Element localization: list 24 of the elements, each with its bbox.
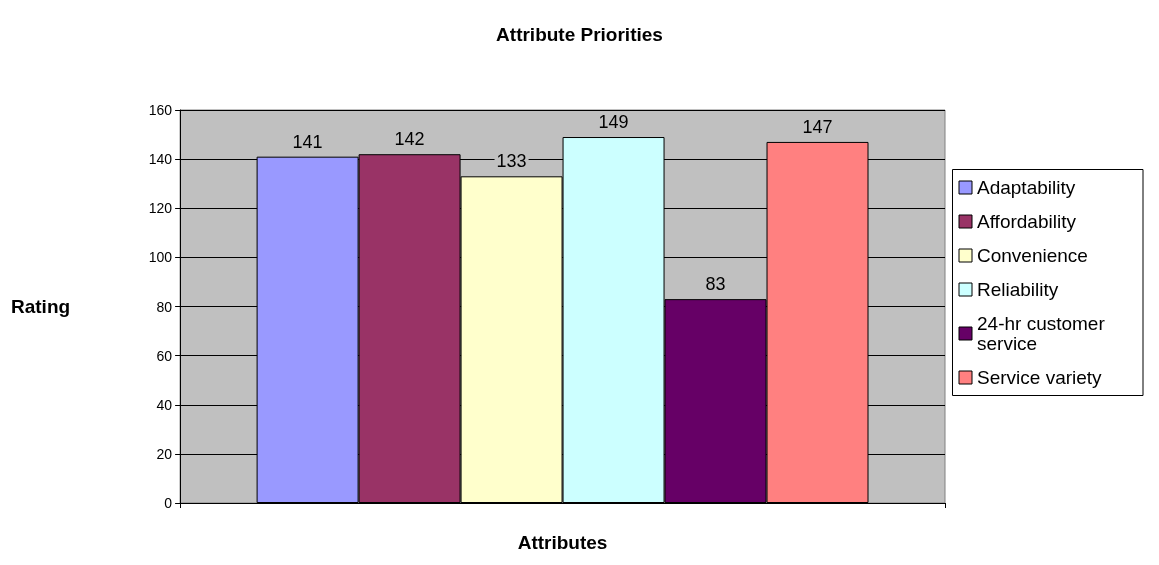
data-label: 147 (802, 116, 833, 137)
y-axis-title: Rating (11, 296, 71, 317)
legend-label: Affordability (977, 211, 1077, 232)
y-tick-label: 80 (156, 298, 173, 315)
x-axis-title: Attributes (517, 532, 608, 553)
legend-label: Adaptability (977, 177, 1076, 198)
y-tick-label: 40 (156, 396, 173, 413)
data-label: 141 (292, 131, 323, 152)
data-label: 149 (598, 112, 629, 133)
y-tick-label: 60 (156, 347, 173, 364)
y-tick-label: 0 (164, 495, 173, 511)
chart-title: Attribute Priorities (496, 24, 663, 45)
y-tick-label: 20 (156, 445, 173, 462)
y-tick-label: 160 (148, 102, 173, 118)
data-label: 133 (496, 151, 527, 172)
legend-label: Convenience (977, 245, 1088, 266)
legend-label: 24-hr customer service (977, 313, 1111, 354)
y-tick-label: 120 (148, 200, 173, 217)
data-label: 142 (394, 129, 425, 150)
y-tick-label: 140 (148, 151, 173, 168)
legend-label: Reliability (977, 279, 1059, 300)
y-tick-label: 100 (148, 249, 173, 266)
data-label: 83 (705, 274, 726, 295)
legend-label: Service variety (977, 367, 1103, 388)
